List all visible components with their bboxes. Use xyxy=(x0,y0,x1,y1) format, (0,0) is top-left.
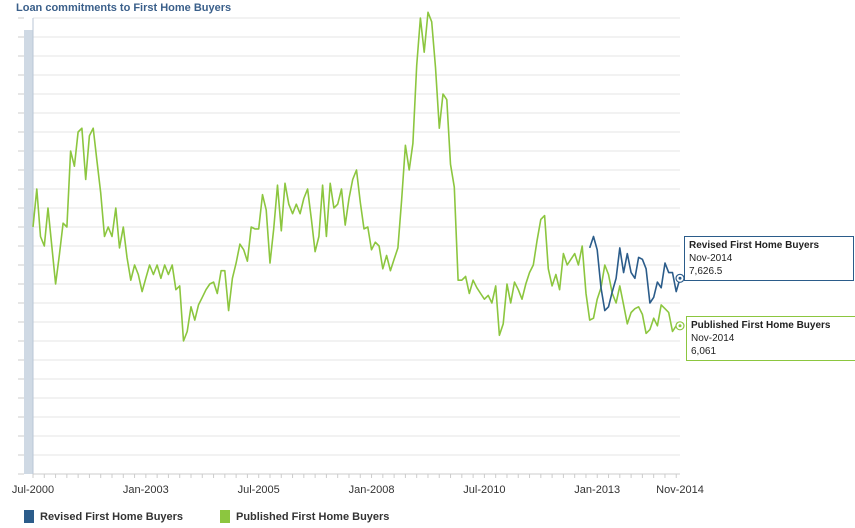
x-tick-label: Jul-2005 xyxy=(238,484,280,496)
legend-label-revised: Revised First Home Buyers xyxy=(40,510,184,523)
tooltip-revised: Revised First Home Buyers Nov-2014 7,626… xyxy=(684,236,854,281)
end-marker-published-dot xyxy=(678,324,682,328)
tooltip-published-period: Nov-2014 xyxy=(691,333,735,344)
x-axis: Jul-2000 Jan-2003 Jul-2005 Jan-2008 Jul-2010… xyxy=(12,473,704,496)
end-marker-revised-dot xyxy=(678,276,682,280)
legend-swatch-revised xyxy=(24,510,34,523)
x-tick-label: Jan-2008 xyxy=(349,484,395,496)
series-line-published xyxy=(32,11,680,342)
legend-item-revised[interactable]: Revised First Home Buyers xyxy=(24,510,183,523)
tooltip-published: Published First Home Buyers Nov-2014 6,0… xyxy=(686,316,855,361)
x-tick-label: Jul-2010 xyxy=(463,484,505,496)
legend-label-published: Published First Home Buyers xyxy=(236,510,390,523)
tooltip-revised-series: Revised First Home Buyers xyxy=(689,240,820,251)
gridlines xyxy=(33,17,680,475)
y-axis xyxy=(18,17,34,475)
legend-swatch-published xyxy=(220,510,230,523)
series-line-revised xyxy=(588,235,681,312)
series-lines xyxy=(32,11,681,342)
x-tick-label: Jul-2000 xyxy=(12,484,54,496)
chart-title: Loan commitments to First Home Buyers xyxy=(16,2,232,14)
legend-item-published[interactable]: Published First Home Buyers xyxy=(220,510,389,523)
x-tick-label: Jan-2003 xyxy=(123,484,169,496)
x-tick-label: Nov-2014 xyxy=(656,484,704,496)
tooltip-published-value: 6,061 xyxy=(691,346,717,357)
series-end-markers xyxy=(675,273,685,331)
y-axis-band xyxy=(24,30,33,474)
tooltip-revised-value: 7,626.5 xyxy=(689,266,723,277)
x-tick-label: Jan-2013 xyxy=(574,484,620,496)
tooltip-published-series: Published First Home Buyers xyxy=(691,320,831,331)
tooltip-revised-period: Nov-2014 xyxy=(689,253,733,264)
